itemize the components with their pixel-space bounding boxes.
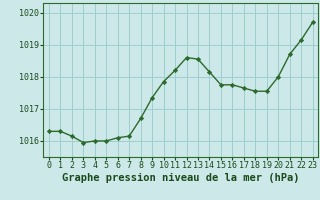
X-axis label: Graphe pression niveau de la mer (hPa): Graphe pression niveau de la mer (hPa) [62,173,300,183]
